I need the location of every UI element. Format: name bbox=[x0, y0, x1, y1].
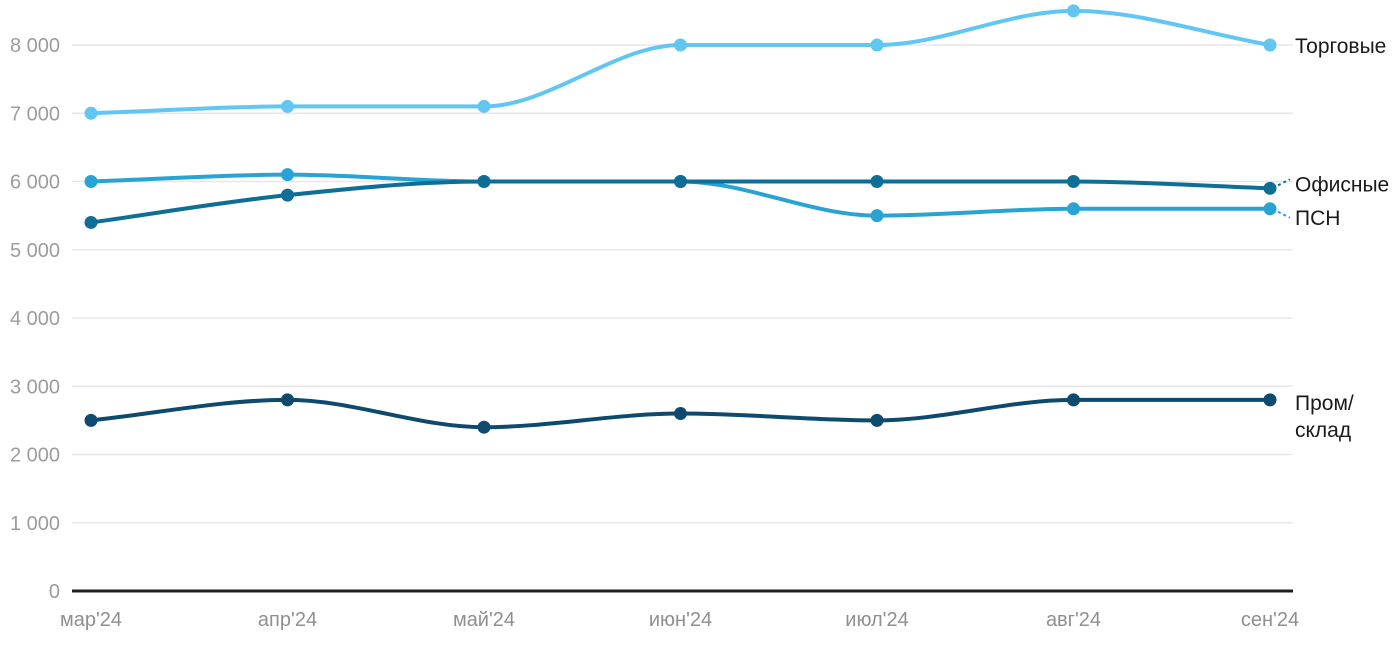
series-point bbox=[870, 38, 884, 52]
series-point bbox=[1263, 38, 1277, 52]
y-tick-label: 5 000 bbox=[10, 240, 60, 262]
series-point bbox=[1263, 393, 1277, 407]
y-tick-label: 1 000 bbox=[10, 513, 60, 535]
series-label: Офисные bbox=[1295, 173, 1389, 196]
series-point bbox=[1067, 175, 1080, 188]
series-point bbox=[1067, 4, 1080, 18]
series-point bbox=[84, 106, 98, 120]
y-tick-label: 2 000 bbox=[10, 445, 60, 467]
series-point bbox=[1263, 202, 1277, 216]
x-tick-label: сен'24 bbox=[1241, 609, 1299, 631]
series-point bbox=[281, 168, 294, 182]
series-point bbox=[477, 420, 491, 434]
series-point bbox=[477, 99, 491, 113]
y-tick-label: 7 000 bbox=[10, 103, 60, 125]
series-line bbox=[89, 8, 1272, 116]
series-point bbox=[84, 215, 98, 229]
series-point bbox=[870, 209, 884, 223]
series-label: склад bbox=[1295, 419, 1351, 442]
series-point bbox=[674, 407, 687, 421]
x-tick-label: мар'24 bbox=[60, 609, 122, 631]
y-tick-label: 0 bbox=[49, 581, 60, 603]
y-tick-label: 3 000 bbox=[10, 376, 60, 398]
series-point bbox=[1067, 202, 1080, 216]
y-tick-label: 6 000 bbox=[10, 172, 60, 194]
series-leader-line bbox=[1277, 210, 1291, 219]
y-tick-label: 8 000 bbox=[10, 35, 60, 57]
series-point bbox=[674, 175, 687, 188]
y-tick-label: 4 000 bbox=[10, 308, 60, 330]
x-tick-label: июн'24 bbox=[649, 609, 712, 631]
series-label: ПСН bbox=[1295, 207, 1340, 230]
series-label: Пром/ bbox=[1295, 392, 1354, 415]
series-point bbox=[281, 393, 294, 407]
series-point bbox=[477, 175, 491, 188]
series-point bbox=[281, 188, 294, 202]
x-tick-label: май'24 bbox=[453, 609, 515, 631]
series-point bbox=[674, 38, 687, 52]
series-point bbox=[870, 413, 884, 427]
series-leader-line bbox=[1277, 178, 1291, 187]
x-tick-label: июл'24 bbox=[845, 609, 908, 631]
x-tick-label: апр'24 bbox=[258, 609, 317, 631]
series-point bbox=[281, 99, 294, 113]
series-point bbox=[84, 413, 98, 427]
x-tick-label: авг'24 bbox=[1046, 609, 1101, 631]
series-point bbox=[1263, 181, 1277, 195]
series-point bbox=[870, 175, 884, 188]
series-label: Торговые bbox=[1295, 35, 1386, 58]
series-point bbox=[84, 175, 98, 188]
series-point bbox=[1067, 393, 1080, 407]
